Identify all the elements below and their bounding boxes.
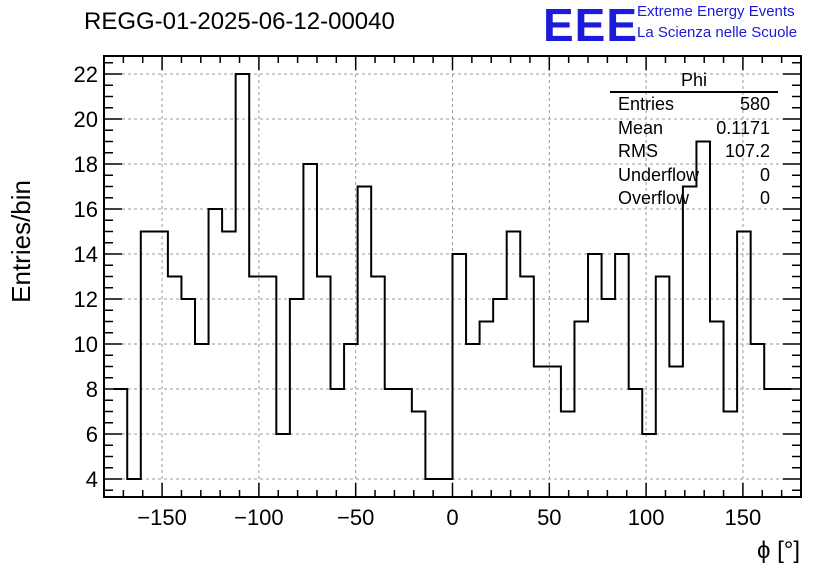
stats-row-entries: Entries 580 <box>610 93 778 117</box>
x-tick-label: −50 <box>337 505 374 530</box>
axis-ticks <box>103 56 802 497</box>
y-tick-label: 10 <box>74 332 98 357</box>
stats-value: 0.1171 <box>716 117 770 138</box>
x-tick-label: 50 <box>537 505 561 530</box>
stats-box-title: Phi <box>610 70 778 93</box>
stats-row-rms: RMS 107.2 <box>610 140 778 164</box>
stats-key: Entries <box>618 94 675 114</box>
y-tick-label: 16 <box>74 197 98 222</box>
x-axis-title: ϕ [°] <box>757 537 800 564</box>
y-tick-label: 6 <box>86 422 98 447</box>
stats-value: 580 <box>739 94 770 114</box>
histogram-line <box>113 73 792 480</box>
x-tick-label: 150 <box>725 505 762 530</box>
y-tick-label: 18 <box>74 152 98 177</box>
stats-row-mean: Mean 0.1171 <box>610 117 778 141</box>
stats-row-underflow: Underflow 0 <box>610 164 778 188</box>
x-tick-label: −150 <box>137 505 187 530</box>
y-tick-label: 8 <box>86 377 98 402</box>
y-tick-label: 12 <box>74 287 98 312</box>
stats-key: Overflow <box>618 188 690 208</box>
tick-labels: −150 −100 −50 0 50 100 150 4 6 8 10 12 14 16 18 20 22 <box>74 62 762 530</box>
y-axis-title: Entries/bin <box>6 180 36 303</box>
y-tick-label: 14 <box>74 242 98 267</box>
y-tick-label: 4 <box>86 467 98 492</box>
x-tick-label: 0 <box>446 505 458 530</box>
logo-tagline-1: Extreme Energy Events <box>637 3 795 20</box>
stats-row-overflow: Overflow 0 <box>610 187 778 211</box>
y-tick-label: 20 <box>74 107 98 132</box>
eee-logo-text: EEE <box>543 0 639 51</box>
run-title: REGG-01-2025-06-12-00040 <box>84 8 395 35</box>
stats-key: Mean <box>618 117 664 138</box>
stats-value: 107.2 <box>724 141 770 161</box>
stats-key: Underflow <box>618 164 700 185</box>
stats-key: RMS <box>618 141 658 161</box>
x-tick-label: −100 <box>234 505 284 530</box>
stats-value: 0 <box>759 164 770 185</box>
stats-value: 0 <box>759 188 770 208</box>
stats-box: Phi Entries 580 Mean 0.1171 RMS 107.2 Un… <box>610 70 778 211</box>
logo-tagline-2: La Scienza nelle Scuole <box>637 24 798 41</box>
x-tick-label: 100 <box>628 505 665 530</box>
y-tick-label: 22 <box>74 62 98 87</box>
